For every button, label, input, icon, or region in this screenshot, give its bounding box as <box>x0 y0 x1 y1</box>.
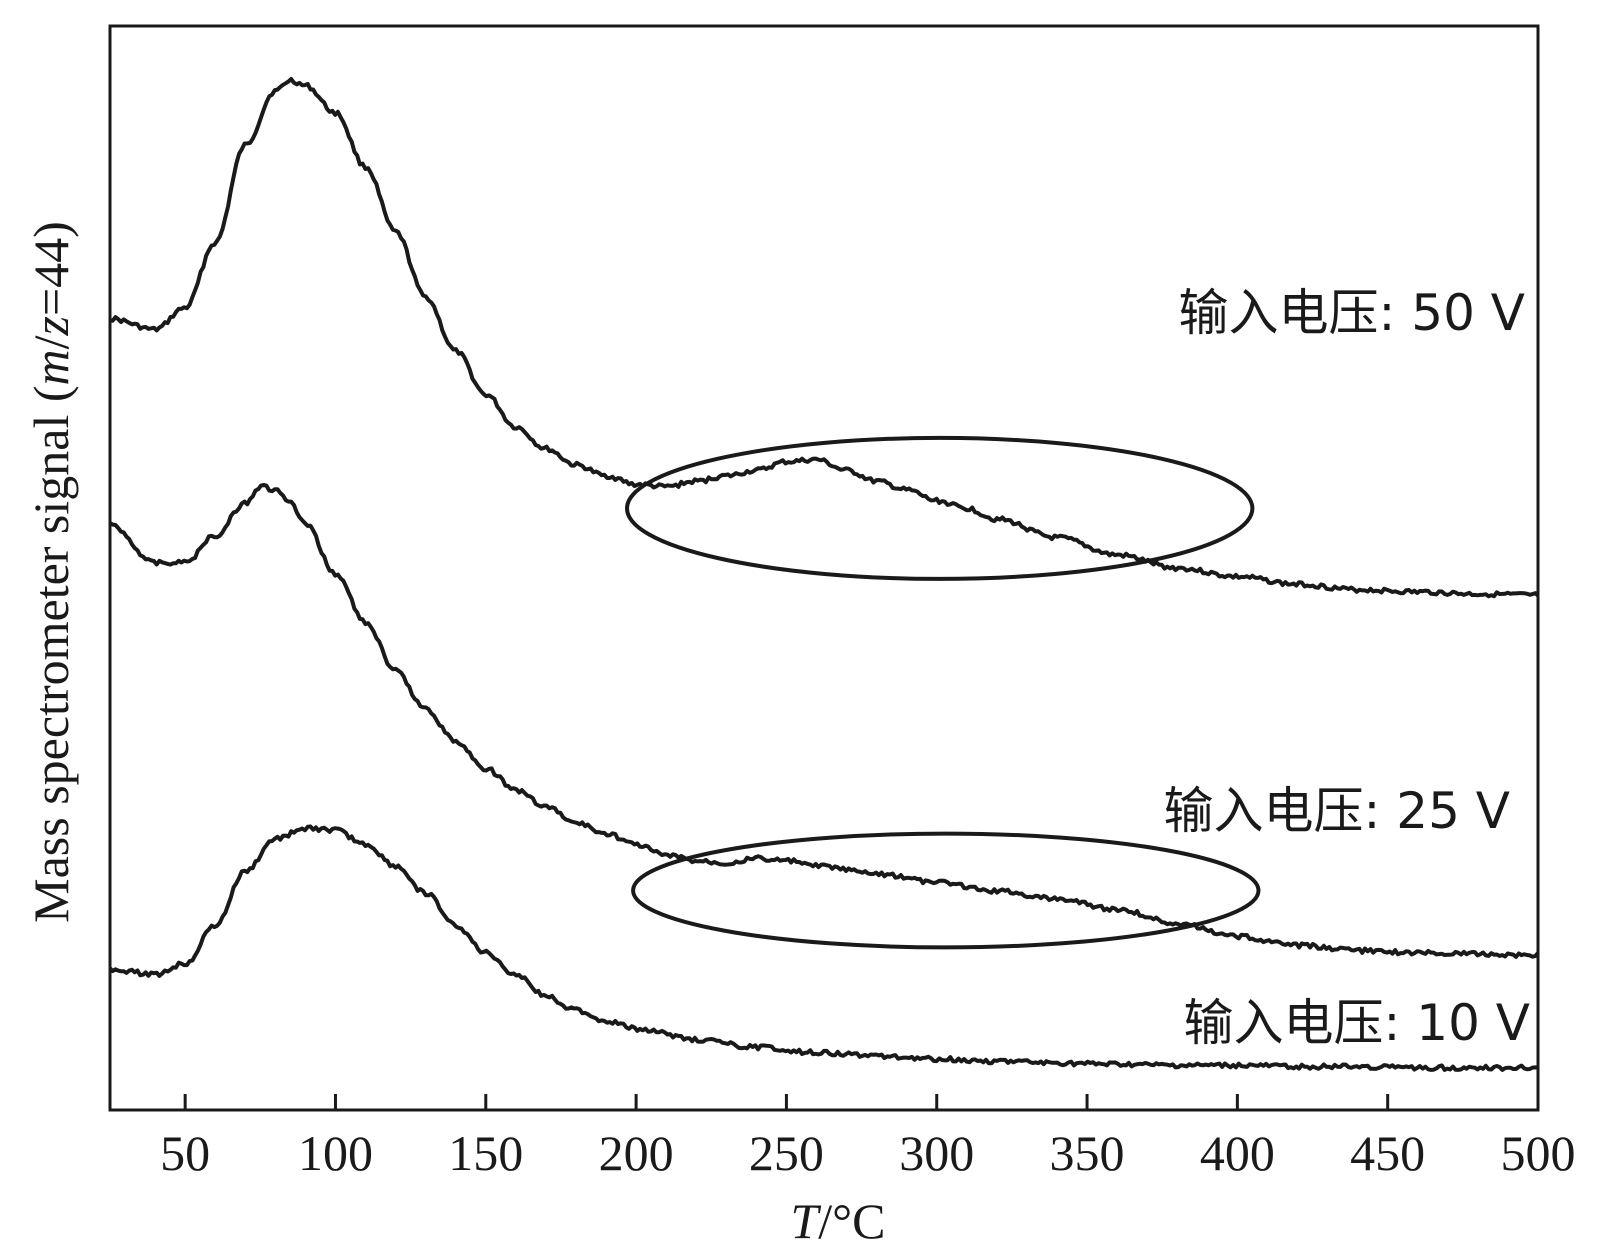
y-axis-title: Mass spectrometer signal (m/z=44) <box>23 221 79 923</box>
y-axis-title-z: z <box>23 316 79 336</box>
x-tick-label-500: 500 <box>1501 1125 1576 1181</box>
x-axis-title-unit: /°C <box>818 1193 885 1249</box>
series-line-1 <box>108 482 1540 959</box>
x-tick-label-150: 150 <box>448 1125 523 1181</box>
y-axis-title-suffix: =44) <box>23 221 79 316</box>
highlight-ellipse-0 <box>625 435 1255 581</box>
x-tick-label-300: 300 <box>899 1125 974 1181</box>
y-axis-title-prefix: Mass spectrometer signal ( <box>23 385 79 922</box>
series-label-25v: 输入电压: 25 V <box>1164 782 1510 840</box>
x-tick-label-200: 200 <box>599 1125 674 1181</box>
x-axis-title: T/°C <box>790 1193 885 1249</box>
x-tick-label-50: 50 <box>160 1125 210 1181</box>
series-line-2 <box>108 824 1539 1072</box>
series-label-10v: 输入电压: 10 V <box>1184 994 1530 1052</box>
series-label-50v: 输入电压: 50 V <box>1179 284 1525 342</box>
plot-area-frame <box>108 24 1540 1112</box>
x-tick-label-250: 250 <box>749 1125 824 1181</box>
x-tick-label-450: 450 <box>1350 1125 1425 1181</box>
x-tick-label-100: 100 <box>298 1125 373 1181</box>
series-line-0 <box>109 77 1540 599</box>
y-axis-title-m: m <box>23 349 79 385</box>
x-tick-label-350: 350 <box>1050 1125 1125 1181</box>
x-axis-title-var: T <box>790 1193 821 1249</box>
y-axis-title-slash: / <box>23 335 79 349</box>
x-tick-label-400: 400 <box>1200 1125 1275 1181</box>
highlight-ellipse-1 <box>631 831 1261 950</box>
